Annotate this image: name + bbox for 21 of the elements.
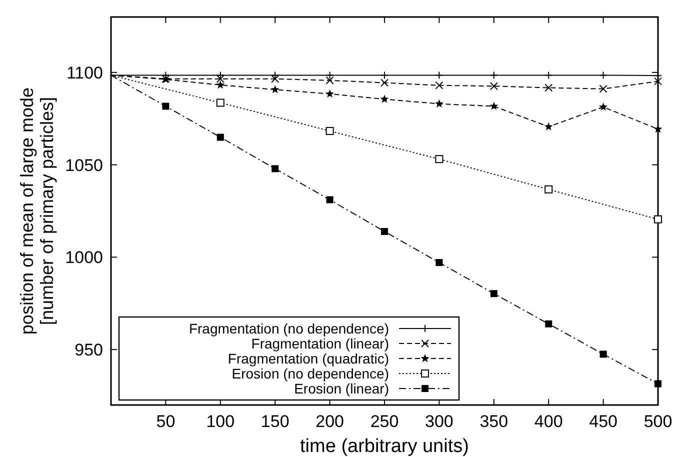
x-tick-label: 300 [425,412,454,431]
x-tick-label: 100 [206,412,235,431]
legend-label: Fragmentation (quadratic) [228,350,389,366]
legend-label: Erosion (no dependence) [232,365,389,382]
x-tick-label: 450 [589,412,618,431]
x-tick-label: 200 [316,412,344,431]
x-tick-label: 400 [534,412,563,431]
y-axis-title: position of mean of large mode [number of primary particles] [17,87,57,335]
legend-label: Fragmentation (linear) [251,335,389,352]
x-tick-label: 500 [644,412,672,431]
y-tick-label: 1050 [65,156,103,175]
legend-label: Fragmentation (no dependence) [188,320,389,336]
y-tick-label: 1100 [66,63,103,82]
x-tick-label: 50 [156,412,176,431]
x-tick-label: 250 [370,412,399,431]
y-tick-label: 1000 [65,248,103,268]
y-tick-label: 950 [74,340,103,360]
legend-label: Erosion (linear) [294,380,389,396]
x-tick-label: 350 [480,412,508,431]
x-tick-label: 150 [260,412,290,431]
x-axis-title: time (arbitrary units) [300,436,469,457]
